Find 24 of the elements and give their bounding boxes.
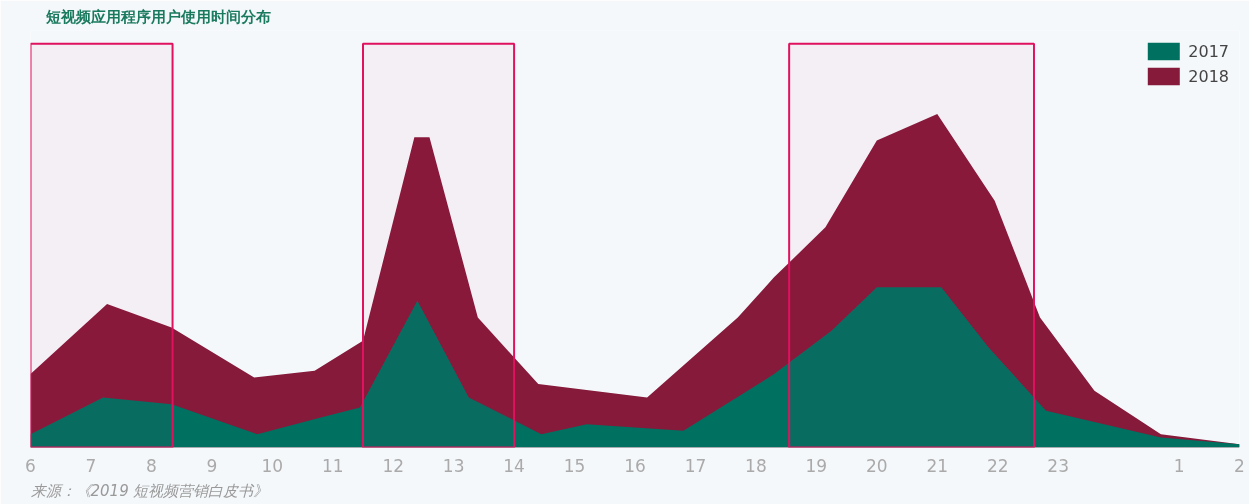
x-tick-label: 19 bbox=[805, 455, 828, 476]
x-tick-label: 18 bbox=[745, 455, 767, 476]
x-tick-label: 23 bbox=[1047, 455, 1069, 476]
x-tick-label: 22 bbox=[986, 455, 1009, 476]
x-tick-label: 10 bbox=[261, 455, 284, 476]
source-note: 来源：《2019 短视频营销白皮书》 bbox=[30, 481, 269, 500]
legend-label: 2018 bbox=[1188, 66, 1229, 86]
x-tick-label: 8 bbox=[145, 455, 157, 476]
x-tick-label: 21 bbox=[926, 455, 949, 476]
x-tick-label: 14 bbox=[503, 455, 525, 476]
x-tick-label: 11 bbox=[321, 455, 344, 476]
chart-title: 短视频应用程序用户使用时间分布 bbox=[44, 7, 271, 26]
x-tick-label: 1 bbox=[1173, 455, 1185, 476]
x-tick-label: 12 bbox=[382, 455, 405, 476]
x-tick-label: 6 bbox=[25, 455, 36, 476]
x-tick-label: 2 bbox=[1234, 455, 1245, 476]
x-tick-label: 20 bbox=[865, 455, 888, 476]
x-tick-label: 13 bbox=[442, 455, 465, 476]
x-tick-label: 17 bbox=[684, 455, 707, 476]
x-tick-label: 16 bbox=[624, 455, 646, 476]
legend-label: 2017 bbox=[1188, 41, 1229, 61]
x-tick-label: 9 bbox=[206, 455, 218, 476]
x-tick-label: 15 bbox=[563, 455, 586, 476]
x-tick-label: 7 bbox=[85, 455, 97, 476]
